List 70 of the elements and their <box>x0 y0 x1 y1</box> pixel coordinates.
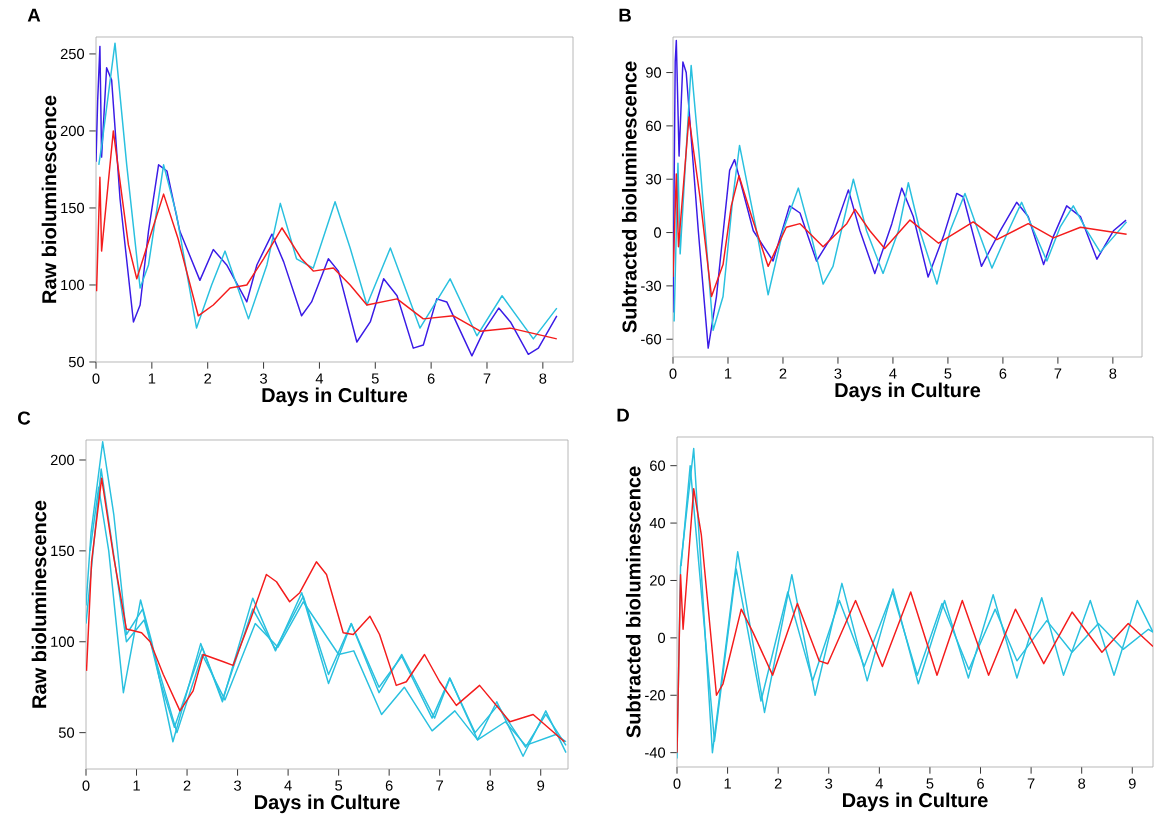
x-axis-title: Days in Culture <box>255 794 400 814</box>
x-tick-label: 0 <box>669 368 677 379</box>
y-tick-label: 50 <box>68 356 85 368</box>
x-tick-label: 1 <box>725 368 732 379</box>
x-tick-label: 8 <box>1078 778 1086 789</box>
chart-title: B <box>619 8 631 22</box>
x-tick-label: 5 <box>371 373 379 384</box>
x-tick-label: 3 <box>825 778 833 789</box>
y-tick-label: 50 <box>58 727 75 738</box>
x-tick-label: 9 <box>537 780 545 791</box>
x-tick-label: 1 <box>724 778 731 789</box>
x-tick-label: 2 <box>204 373 212 384</box>
y-tick-label: 60 <box>650 460 666 471</box>
y-tick-label: 60 <box>646 120 662 132</box>
y-tick-label: 150 <box>51 545 75 557</box>
x-tick-label: 6 <box>427 373 435 384</box>
x-tick-label: 6 <box>977 778 984 789</box>
x-tick-label: 2 <box>774 778 782 789</box>
x-tick-label: 6 <box>385 780 393 791</box>
y-tick-label: 90 <box>646 67 662 78</box>
y-axis-title: Subtracted bioluminescence <box>621 61 637 333</box>
y-tick-label: 40 <box>649 517 666 529</box>
x-tick-label: 2 <box>183 780 191 791</box>
y-tick-label: 150 <box>61 202 85 214</box>
x-tick-label: 4 <box>889 368 897 379</box>
x-tick-label: 0 <box>673 778 681 789</box>
x-tick-label: 6 <box>999 368 1007 379</box>
x-tick-label: 0 <box>92 373 100 384</box>
y-tick-label: 100 <box>61 279 85 291</box>
x-tick-label: 2 <box>779 368 787 379</box>
chart-title: A <box>27 8 41 22</box>
x-tick-label: 3 <box>234 780 242 791</box>
y-axis-title: Raw bioluminescence <box>31 500 47 708</box>
x-tick-label: 8 <box>1109 368 1117 379</box>
x-tick-label: 9 <box>1128 778 1136 789</box>
chart-title: C <box>18 411 31 425</box>
chart-title: D <box>617 408 629 422</box>
x-tick-label: 5 <box>335 780 343 791</box>
y-tick-label: 200 <box>60 125 85 137</box>
y-axis-title: Subtracted bioluminescence <box>625 466 641 738</box>
x-tick-label: 1 <box>133 780 140 791</box>
y-axis-title: Raw bioluminescence <box>41 95 57 303</box>
y-tick-label: -20 <box>645 690 666 701</box>
x-tick-label: 4 <box>315 373 324 384</box>
x-tick-label: 7 <box>483 373 491 384</box>
x-tick-label: 7 <box>1027 778 1035 789</box>
x-tick-label: 7 <box>1054 368 1062 379</box>
y-tick-label: 0 <box>654 227 662 238</box>
x-tick-label: 4 <box>875 778 883 789</box>
x-tick-label: 8 <box>539 373 547 384</box>
y-tick-label: 100 <box>51 636 75 647</box>
x-tick-label: 3 <box>260 373 267 384</box>
y-tick-label: 20 <box>650 575 666 586</box>
x-tick-label: 7 <box>436 780 444 791</box>
x-axis-title: Days in Culture <box>262 387 408 407</box>
y-tick-label: -60 <box>641 334 662 345</box>
x-tick-label: 1 <box>148 373 156 384</box>
x-tick-label: 4 <box>284 780 292 791</box>
x-tick-label: 5 <box>926 778 934 789</box>
y-tick-label: -30 <box>641 280 662 292</box>
y-tick-label: 30 <box>645 174 662 185</box>
y-tick-label: -40 <box>645 747 666 758</box>
x-tick-label: 5 <box>944 368 952 379</box>
x-axis-title: Days in Culture <box>835 382 981 402</box>
x-axis-title: Days in Culture <box>843 792 988 812</box>
y-tick-label: 200 <box>50 454 75 466</box>
y-tick-label: 250 <box>60 48 85 60</box>
x-tick-label: 8 <box>486 780 494 791</box>
y-tick-label: 0 <box>658 632 666 644</box>
x-tick-label: 3 <box>834 368 842 379</box>
